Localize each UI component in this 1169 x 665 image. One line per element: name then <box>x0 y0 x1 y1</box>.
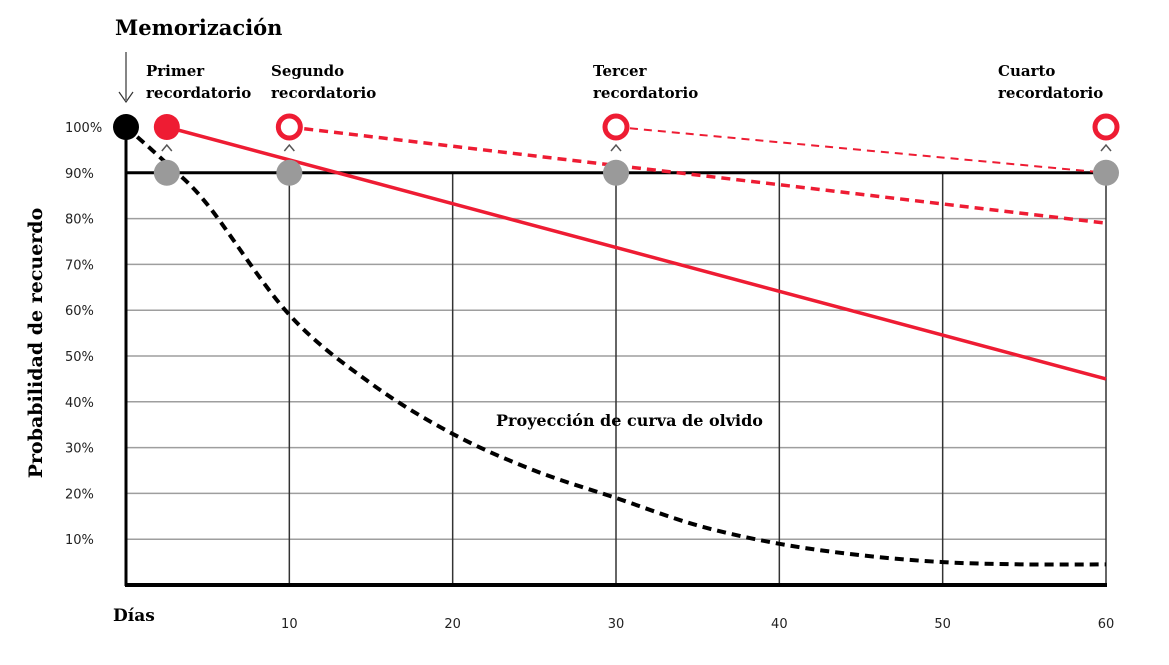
y-tick-label: 80% <box>65 213 94 228</box>
chevron-up-icon <box>610 143 622 152</box>
x-tick-label: 60 <box>1098 617 1115 632</box>
y-tick-label: 40% <box>65 396 94 411</box>
chevron-up-icon <box>1100 143 1112 152</box>
x-axis-label: Días <box>113 606 155 626</box>
reminder-marker <box>602 113 630 141</box>
y-tick-label: 30% <box>65 442 94 457</box>
reminder-label: recordatorio <box>998 84 1103 102</box>
x-tick-label: 50 <box>934 617 951 632</box>
memorization-point <box>113 114 139 140</box>
series-line <box>124 125 1107 567</box>
reminder-label: Cuarto <box>998 62 1055 80</box>
y-tick-label: 20% <box>65 487 94 502</box>
reminder-marker <box>1092 113 1120 141</box>
reminder-marker <box>153 114 180 140</box>
y-tick-label: 50% <box>65 350 94 365</box>
series-line <box>615 126 1107 174</box>
reminder-labels: Primer recordatorio Segundo recordatorio Ter… <box>146 62 1103 102</box>
threshold-marker <box>1093 159 1119 186</box>
x-tick-label: 30 <box>608 617 625 632</box>
y-axis-label: Probabilidad de recuerdo <box>25 208 47 479</box>
y-tick-label: 90% <box>65 167 94 182</box>
series-line <box>166 125 1107 381</box>
reminder-label: recordatorio <box>593 84 698 102</box>
reminder-label: Primer <box>146 62 205 80</box>
threshold-marker <box>603 159 629 186</box>
axes <box>124 127 1107 587</box>
series-line <box>289 125 1107 225</box>
reminder-label: Tercer <box>593 62 648 80</box>
arrow-head-icon <box>118 91 134 104</box>
x-tick-label: 40 <box>771 617 788 632</box>
reminder-label: Segundo <box>271 62 344 80</box>
chevron-up-icon <box>161 143 173 152</box>
reminder-label: recordatorio <box>271 84 376 102</box>
y-tick-label: 60% <box>65 304 94 319</box>
reminder-label: recordatorio <box>146 84 251 102</box>
series-lines <box>124 125 1107 567</box>
forgetting-curve-label: Proyección de curva de olvido <box>496 411 763 430</box>
x-tick-label: 20 <box>444 617 461 632</box>
y-tick-label: 100% <box>65 121 102 136</box>
ticks: 10% 20% 30% 40% 50% 60% 70% 80% 90% 100% 10 20 30 40 5… <box>65 121 1114 632</box>
grid <box>126 171 1107 585</box>
threshold-marker <box>276 159 303 186</box>
reminder-marker <box>275 113 303 141</box>
chevron-up-icon <box>283 143 295 152</box>
y-tick-label: 70% <box>65 258 94 273</box>
chart-title: Memorización <box>115 15 282 40</box>
markers <box>113 52 1120 186</box>
threshold-marker <box>153 159 180 186</box>
y-tick-label: 10% <box>65 533 94 548</box>
x-tick-label: 10 <box>281 617 298 632</box>
